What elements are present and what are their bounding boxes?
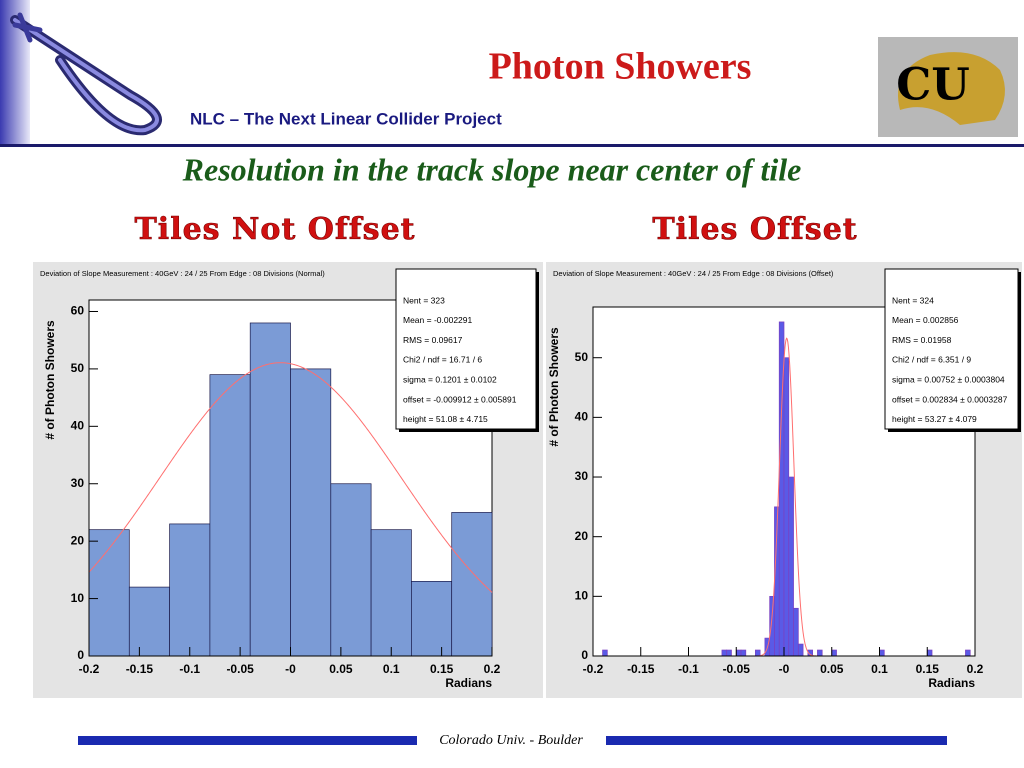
bar (783, 357, 790, 657)
stats-entry: offset = -0.009912 ± 0.005891 (403, 394, 517, 404)
bar (209, 374, 251, 657)
bar (411, 581, 453, 657)
bar (788, 476, 794, 657)
bar (721, 649, 728, 657)
y-tick-label: 0 (581, 648, 588, 662)
stats-entry: sigma = 0.1201 ± 0.0102 (403, 374, 497, 384)
bar (831, 649, 837, 657)
y-tick-label: 10 (71, 591, 85, 605)
y-tick-label: 50 (575, 350, 589, 364)
bar (290, 368, 332, 657)
y-tick-label: 30 (71, 476, 85, 490)
header-rule (0, 144, 1024, 147)
stats-entry: sigma = 0.00752 ± 0.0003804 (892, 374, 1005, 384)
footer-text: Colorado Univ. - Boulder (439, 733, 583, 748)
stats-entry: height = 51.08 ± 4.715 (403, 414, 488, 424)
bar (370, 529, 412, 657)
stats-entry: Chi2 / ndf = 16.71 / 6 (403, 355, 482, 365)
chart-heading: Tiles Not Offset (134, 212, 415, 247)
bar (726, 649, 732, 657)
x-tick-label: -0.1 (678, 662, 699, 676)
stats-entry: offset = 0.002834 ± 0.0003287 (892, 394, 1008, 404)
footer-bar (78, 736, 417, 745)
x-tick-label: 0.05 (329, 662, 353, 676)
x-tick-label: 0.1 (871, 662, 888, 676)
x-tick-label: -0.05 (723, 662, 751, 676)
bar (128, 586, 170, 657)
nlc-logo (10, 12, 162, 136)
x-tick-label: 0.2 (484, 662, 501, 676)
x-tick-label: -0 (285, 662, 296, 676)
bar (769, 595, 775, 657)
y-tick-label: 40 (71, 418, 85, 432)
slide-subtitle: NLC – The Next Linear Collider Project (190, 109, 502, 128)
bar (735, 649, 742, 657)
bar (793, 607, 799, 657)
slide-title: Photon Showers (489, 46, 752, 88)
y-axis-label: # of Photon Showers (43, 320, 57, 440)
stats-entry: RMS = 0.09617 (403, 335, 463, 345)
bar (879, 649, 885, 657)
y-tick-label: 10 (575, 589, 589, 603)
x-tick-label: 0.15 (430, 662, 454, 676)
y-tick-label: 20 (575, 529, 589, 543)
x-tick-label: -0.05 (226, 662, 254, 676)
stats-entry: Mean = -0.002291 (403, 315, 473, 325)
bar (602, 649, 608, 657)
chart-title: Deviation of Slope Measurement : 40GeV :… (40, 269, 325, 278)
x-axis-label: Radians (445, 676, 492, 690)
bar (249, 322, 291, 657)
stats-entry: RMS = 0.01958 (892, 335, 952, 345)
y-axis-label: # of Photon Showers (547, 327, 561, 447)
y-tick-label: 60 (71, 304, 85, 318)
x-tick-label: -0.15 (126, 662, 154, 676)
y-tick-label: 40 (575, 410, 589, 424)
cu-logo: CU (878, 37, 1018, 137)
stats-entry: Mean = 0.002856 (892, 315, 959, 325)
logo-text: CU (896, 60, 969, 111)
stats-entry: Nent = 324 (892, 295, 934, 305)
bar (740, 649, 747, 657)
x-tick-label: -0.2 (583, 662, 604, 676)
stats-entry: Chi2 / ndf = 6.351 / 9 (892, 355, 971, 365)
slide-heading: Resolution in the track slope near cente… (182, 151, 802, 187)
stats-box (395, 268, 537, 430)
stats-entry: height = 53.27 ± 4.079 (892, 414, 977, 424)
bar (797, 643, 804, 657)
bar (754, 649, 761, 657)
bar (926, 649, 933, 657)
fit-curve (88, 362, 493, 593)
stats-entry: Nent = 323 (403, 295, 445, 305)
chart-title: Deviation of Slope Measurement : 40GeV :… (553, 269, 834, 278)
charts: Tiles Not Offset Deviation of Slope Measu… (33, 212, 1022, 698)
y-tick-label: 0 (77, 648, 84, 662)
x-tick-label: -0 (779, 662, 790, 676)
x-tick-label: -0.2 (79, 662, 100, 676)
bar (330, 483, 372, 657)
x-tick-label: 0.2 (967, 662, 984, 676)
bar (817, 649, 823, 657)
bar (451, 512, 493, 657)
footer-bar (606, 736, 947, 745)
y-tick-label: 50 (71, 361, 85, 375)
bar (169, 523, 211, 657)
x-tick-label: 0.15 (916, 662, 940, 676)
bar (965, 649, 971, 657)
stats-box (884, 268, 1019, 430)
x-tick-label: 0.1 (383, 662, 400, 676)
x-tick-label: 0.05 (820, 662, 844, 676)
y-tick-label: 20 (71, 533, 85, 547)
y-tick-label: 30 (575, 469, 589, 483)
x-tick-label: -0.1 (179, 662, 200, 676)
x-axis-label: Radians (928, 676, 975, 690)
chart-heading: Tiles Offset (652, 212, 857, 247)
x-tick-label: -0.15 (627, 662, 655, 676)
